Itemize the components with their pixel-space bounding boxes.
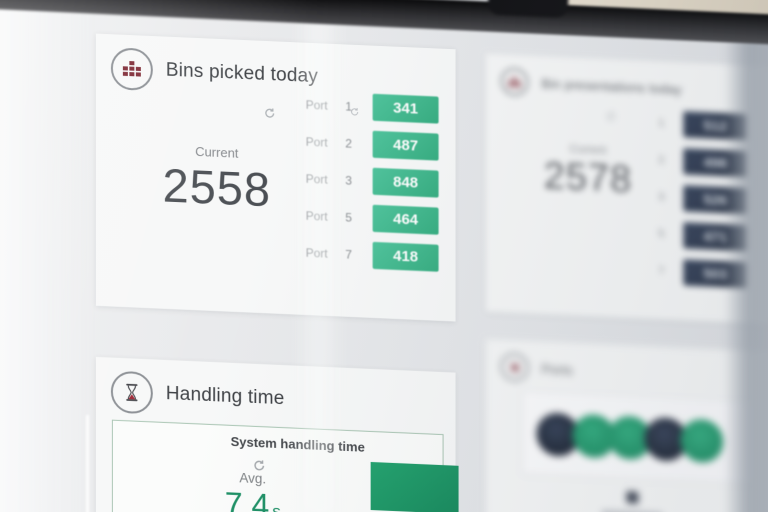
port-value-badge: 848	[372, 167, 439, 198]
bins-icon	[500, 67, 529, 97]
bin-icon	[626, 491, 639, 504]
port-number: 5	[658, 227, 665, 241]
blurred-right-edge	[724, 0, 768, 512]
bins-icon	[110, 47, 153, 92]
port-number: 2	[658, 153, 665, 166]
port-number: 1	[658, 116, 665, 129]
port-value-badge: 418	[372, 241, 439, 272]
port-status-title: Ports	[541, 360, 573, 378]
bins-picked-header: Bins picked today	[96, 34, 456, 105]
port-value-badge: 341	[372, 93, 439, 124]
port-status-icon	[500, 352, 529, 382]
port-status-panel	[521, 390, 758, 485]
handling-time-bar	[370, 461, 459, 512]
screen-reflection	[290, 0, 348, 512]
bins-picked-card: Bins picked today Current 2558 Port 1 34…	[95, 33, 456, 322]
port-number: 7	[658, 264, 665, 278]
port-status-card: Ports	[485, 338, 768, 512]
refresh-icon[interactable]	[264, 107, 276, 120]
port-value-badge: 487	[372, 130, 439, 161]
port-status-dot[interactable]	[680, 417, 724, 463]
refresh-icon[interactable]	[605, 111, 616, 122]
bin-presentations-title: Bin presentations today	[541, 75, 682, 97]
refresh-icon[interactable]	[253, 459, 266, 473]
avg-unit: s	[272, 501, 281, 512]
system-handling-time-panel: System handling time Avg. 7.4s	[111, 419, 459, 512]
hourglass-icon	[110, 370, 153, 415]
port-value-badge: 464	[372, 204, 439, 235]
handling-time-title: Handling time	[165, 382, 285, 410]
bin-presentations-card: Bin presentations today Current 2578 1 5…	[485, 53, 768, 326]
port-number: 3	[658, 190, 665, 204]
port-status-header: Ports	[486, 339, 768, 394]
wall-left	[0, 0, 96, 512]
handling-time-card: Handling time System handling time Avg. …	[95, 356, 459, 512]
refresh-icon[interactable]	[350, 107, 360, 117]
monitor-edge	[86, 415, 89, 512]
handling-time-header: Handling time	[96, 357, 456, 428]
bin-presentations-header: Bin presentations today	[486, 54, 768, 109]
